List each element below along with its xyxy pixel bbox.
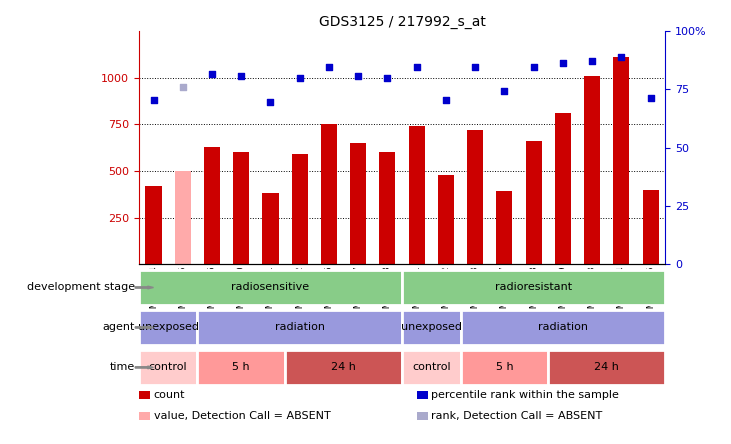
Bar xyxy=(262,193,279,264)
Text: radiation: radiation xyxy=(538,322,588,333)
Text: 5 h: 5 h xyxy=(496,362,513,373)
Text: control: control xyxy=(149,362,187,373)
Point xyxy=(294,74,306,81)
Bar xyxy=(467,130,483,264)
Text: percentile rank within the sample: percentile rank within the sample xyxy=(431,390,619,400)
Text: development stage: development stage xyxy=(27,282,135,293)
Bar xyxy=(175,171,191,264)
Bar xyxy=(438,174,454,264)
Text: value, Detection Call = ABSENT: value, Detection Call = ABSENT xyxy=(154,412,330,421)
Point xyxy=(177,83,189,91)
Bar xyxy=(139,350,197,385)
Bar xyxy=(145,186,162,264)
Point xyxy=(586,57,598,64)
Text: rank, Detection Call = ABSENT: rank, Detection Call = ABSENT xyxy=(431,412,602,421)
Text: unexposed: unexposed xyxy=(401,322,462,333)
Bar xyxy=(584,76,600,264)
Bar xyxy=(197,310,402,345)
Text: 24 h: 24 h xyxy=(331,362,356,373)
Point xyxy=(616,54,627,61)
Text: radioresistant: radioresistant xyxy=(495,282,572,293)
Point xyxy=(352,72,364,79)
Bar xyxy=(402,310,461,345)
Text: unexposed: unexposed xyxy=(137,322,199,333)
Point xyxy=(557,59,569,66)
Bar xyxy=(139,270,402,305)
Bar xyxy=(285,350,402,385)
Point xyxy=(382,74,393,81)
Bar xyxy=(461,310,665,345)
Text: radiation: radiation xyxy=(275,322,325,333)
Bar xyxy=(526,141,542,264)
Point xyxy=(206,71,218,78)
Text: time: time xyxy=(110,362,135,373)
Point xyxy=(499,87,510,94)
Point xyxy=(411,63,423,70)
Title: GDS3125 / 217992_s_at: GDS3125 / 217992_s_at xyxy=(319,15,485,29)
Bar xyxy=(139,310,197,345)
Bar xyxy=(350,143,366,264)
Point xyxy=(440,96,452,103)
Bar xyxy=(402,270,665,305)
Point xyxy=(323,63,335,70)
Point xyxy=(469,63,481,70)
Bar xyxy=(233,152,249,264)
Bar xyxy=(197,350,285,385)
Bar xyxy=(461,350,548,385)
Bar xyxy=(321,124,337,264)
Point xyxy=(235,72,247,79)
Bar xyxy=(409,126,425,264)
Text: control: control xyxy=(412,362,450,373)
Text: agent: agent xyxy=(103,322,135,333)
Bar xyxy=(204,147,220,264)
Point xyxy=(645,95,656,102)
Point xyxy=(148,96,159,103)
Bar xyxy=(496,191,512,264)
Point xyxy=(528,63,539,70)
Bar xyxy=(613,57,629,264)
Point xyxy=(265,99,276,106)
Bar xyxy=(402,350,461,385)
Bar xyxy=(548,350,665,385)
Text: radiosensitive: radiosensitive xyxy=(232,282,309,293)
Bar xyxy=(643,190,659,264)
Bar xyxy=(292,154,308,264)
Text: 24 h: 24 h xyxy=(594,362,619,373)
Bar xyxy=(555,113,571,264)
Text: 5 h: 5 h xyxy=(232,362,250,373)
Text: count: count xyxy=(154,390,185,400)
Bar xyxy=(379,152,395,264)
